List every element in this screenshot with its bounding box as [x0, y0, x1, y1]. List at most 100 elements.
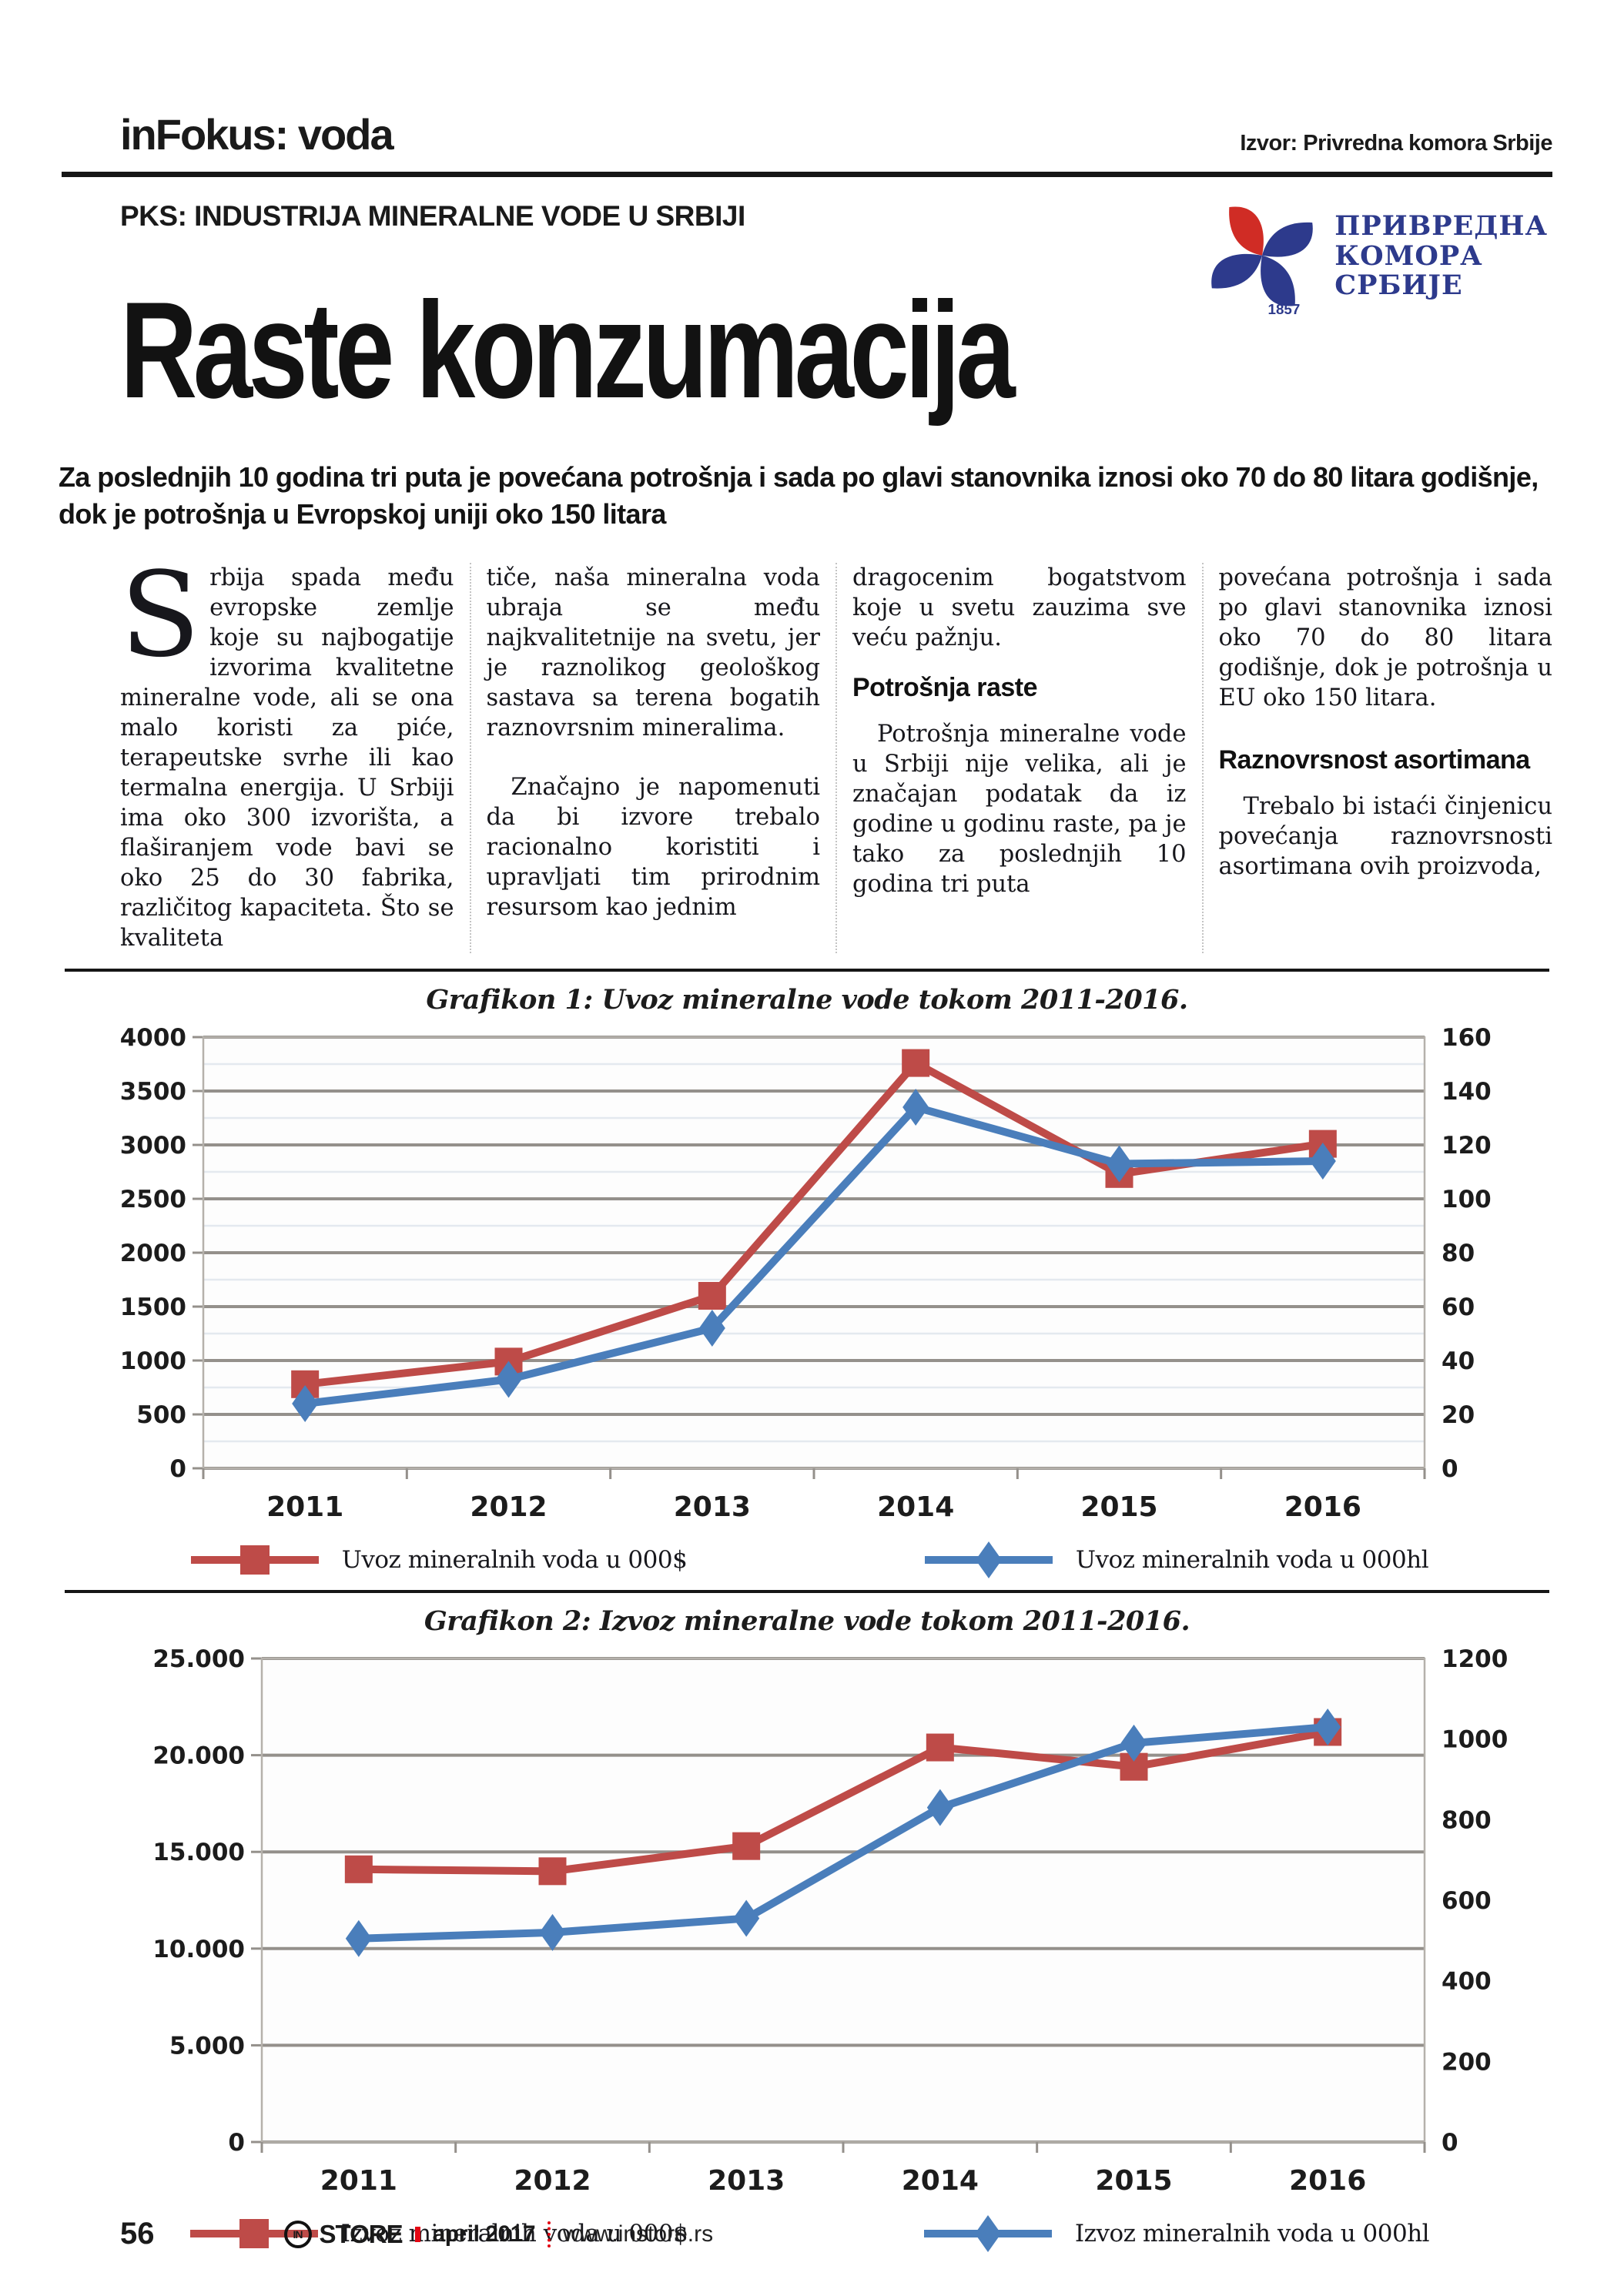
- column3-paragraph2: Potrošnja mineralne vode u Srbiji nije v…: [852, 720, 1187, 898]
- svg-text:2011: 2011: [266, 1491, 343, 1523]
- svg-text:0: 0: [1442, 1455, 1458, 1483]
- svg-text:1200: 1200: [1442, 1645, 1508, 1673]
- line-chart-izvoz: 25.000 20.000 15.000 10.000 5.000 0 1200 1000 80…: [152, 1645, 1508, 2197]
- svg-text:0: 0: [1442, 2129, 1458, 2157]
- legend-item: Izvoz mineralnih voda u 000hl: [923, 2214, 1430, 2253]
- svg-text:40: 40: [1442, 1347, 1475, 1375]
- svg-text:0: 0: [169, 1455, 186, 1483]
- diamond-series-marker-icon: [924, 1541, 1053, 1579]
- svg-text:2014: 2014: [877, 1491, 954, 1523]
- headline-wrap: Raste konzumacija: [120, 282, 1552, 419]
- lead-paragraph: Za poslednjih 10 godina tri puta je pove…: [59, 461, 1539, 530]
- legend-label: Izvoz mineralnih voda u 000hl: [1074, 2220, 1430, 2248]
- legend-half-left: Uvoz mineralnih voda u 000$: [69, 1541, 807, 1579]
- section-title: inFokus: voda: [120, 110, 394, 159]
- svg-text:500: 500: [136, 1401, 186, 1429]
- column2-paragraph2: Značajno je napomenuti da bi izvore treb…: [486, 774, 821, 922]
- svg-text:2000: 2000: [120, 1240, 186, 1267]
- svg-text:200: 200: [1442, 2049, 1492, 2077]
- legend-label: Uvoz mineralnih voda u 000$: [341, 1546, 688, 1575]
- chart1-legend: Uvoz mineralnih voda u 000$ Uvoz mineral…: [69, 1541, 1545, 1579]
- svg-text:2011: 2011: [320, 2165, 397, 2197]
- svg-text:2500: 2500: [120, 1186, 186, 1213]
- column1-paragraph: rbija spada među evropske zemlje koje su…: [120, 564, 454, 952]
- red-tick-divider: [414, 2226, 420, 2242]
- diamond-series-marker-icon: [923, 2215, 1052, 2253]
- legend-item: Uvoz mineralnih voda u 000hl: [923, 1541, 1429, 1579]
- logo-text-line2: КОМОРА: [1334, 239, 1483, 272]
- legend-label: Uvoz mineralnih voda u 000hl: [1075, 1546, 1429, 1575]
- svg-text:5.000: 5.000: [169, 2033, 245, 2060]
- svg-text:3000: 3000: [120, 1132, 186, 1160]
- footer-brand: IN STORE april 2017 www.instore.rs: [283, 2219, 714, 2249]
- headline: Raste konzumacija: [120, 273, 1016, 427]
- red-dotted-divider: [547, 2221, 551, 2247]
- website-url: www.instore.rs: [563, 2221, 714, 2247]
- chart1-title: Grafikon 1: Uvoz mineralne vode tokom 20…: [426, 984, 1188, 1016]
- source-credit: Izvor: Privredna komora Srbije: [1240, 131, 1552, 156]
- svg-text:4000: 4000: [120, 1024, 186, 1052]
- article-column-4: povećana potrošnja i sada po glavi stano…: [1201, 563, 1553, 954]
- page-footer: 56 IN STORE april 2017 www.instore.rs: [120, 2217, 1552, 2251]
- kicker: PKS: INDUSTRIJA MINERALNE VODE U SRBIJI: [120, 200, 745, 232]
- drop-cap: S: [120, 547, 201, 684]
- legend-half-right: Izvoz mineralnih voda u 000hl: [807, 2214, 1545, 2253]
- logo-year: 1857: [1268, 301, 1301, 317]
- chart-block-uvoz: Grafikon 1: Uvoz mineralne vode tokom 20…: [0, 984, 1614, 1579]
- svg-text:2012: 2012: [514, 2165, 591, 2197]
- svg-text:20.000: 20.000: [152, 1742, 245, 1770]
- svg-text:15.000: 15.000: [152, 1839, 245, 1867]
- chart2-title: Grafikon 2: Izvoz mineralne vode tokom 2…: [424, 1605, 1190, 1638]
- logo-text-line1: ПРИВРЕДНА: [1334, 210, 1548, 243]
- instore-circle-icon: IN: [283, 2220, 312, 2248]
- svg-text:2013: 2013: [708, 2165, 785, 2197]
- svg-text:20: 20: [1442, 1401, 1475, 1429]
- svg-text:80: 80: [1442, 1240, 1475, 1267]
- article-head: PKS: INDUSTRIJA MINERALNE VODE U SRBIJI …: [62, 177, 1552, 419]
- svg-text:60: 60: [1442, 1294, 1475, 1321]
- svg-text:3500: 3500: [120, 1078, 186, 1106]
- legend-label: Izvoz mineralnih voda u 000$: [340, 2220, 688, 2248]
- square-series-marker-icon: [190, 1545, 319, 1575]
- svg-text:100: 100: [1442, 1186, 1492, 1213]
- svg-text:1500: 1500: [120, 1294, 186, 1321]
- masthead: inFokus: voda Izvor: Privredna komora Sr…: [62, 0, 1552, 159]
- line-chart-uvoz: 4000350030002500200015001000500016014012…: [120, 1024, 1492, 1523]
- svg-text:0: 0: [228, 2129, 245, 2157]
- article-column-3: dragocenim bogatstvom koje u svetu zauzi…: [835, 563, 1202, 954]
- svg-text:600: 600: [1442, 1887, 1492, 1915]
- chart-block-izvoz: Grafikon 2: Izvoz mineralne vode tokom 2…: [0, 1605, 1614, 2253]
- logo-text-line3: СРБИЈЕ: [1334, 269, 1463, 302]
- svg-text:2014: 2014: [902, 2165, 979, 2197]
- pinwheel-logo-icon: 1857: [1211, 206, 1314, 317]
- svg-text:25.000: 25.000: [152, 1645, 245, 1673]
- chart-divider-rule: [65, 1590, 1549, 1594]
- legend-half-right: Uvoz mineralnih voda u 000hl: [807, 1541, 1545, 1579]
- column2-paragraph1: tiče, naša mineralna voda ubraja se među…: [486, 564, 821, 742]
- svg-text:2016: 2016: [1284, 1491, 1361, 1523]
- svg-text:2012: 2012: [470, 1491, 547, 1523]
- page-number: 56: [120, 2217, 155, 2251]
- column4-paragraph1: povećana potrošnja i sada po glavi stano…: [1218, 564, 1553, 712]
- svg-text:2015: 2015: [1080, 1491, 1157, 1523]
- column4-paragraph2: Trebalo bi istaći činjenicu povećanja ra…: [1218, 792, 1553, 880]
- article-column-2: tiče, naša mineralna voda ubraja se među…: [469, 563, 836, 954]
- svg-text:10.000: 10.000: [152, 1936, 245, 1963]
- brand-name: STORE: [319, 2219, 404, 2248]
- masthead-rule: [62, 172, 1552, 177]
- svg-text:800: 800: [1442, 1807, 1492, 1835]
- issue-date: april 2017: [432, 2221, 536, 2247]
- legend-item: Uvoz mineralnih voda u 000$: [189, 1541, 688, 1579]
- svg-text:1000: 1000: [120, 1347, 186, 1375]
- subhead-raznovrsnost: Raznovrsnost asortimana: [1218, 745, 1531, 775]
- svg-text:120: 120: [1442, 1132, 1492, 1160]
- svg-text:140: 140: [1442, 1078, 1492, 1106]
- svg-text:160: 160: [1442, 1024, 1492, 1052]
- section-divider-rule: [65, 969, 1549, 972]
- svg-text:2015: 2015: [1095, 2165, 1172, 2197]
- chamber-logo-text: ПРИВРЕДНА КОМОРА СРБИЈЕ: [1334, 212, 1548, 301]
- subhead-potrosnja-raste: Potrošnja raste: [852, 673, 1038, 703]
- svg-text:2016: 2016: [1289, 2165, 1366, 2197]
